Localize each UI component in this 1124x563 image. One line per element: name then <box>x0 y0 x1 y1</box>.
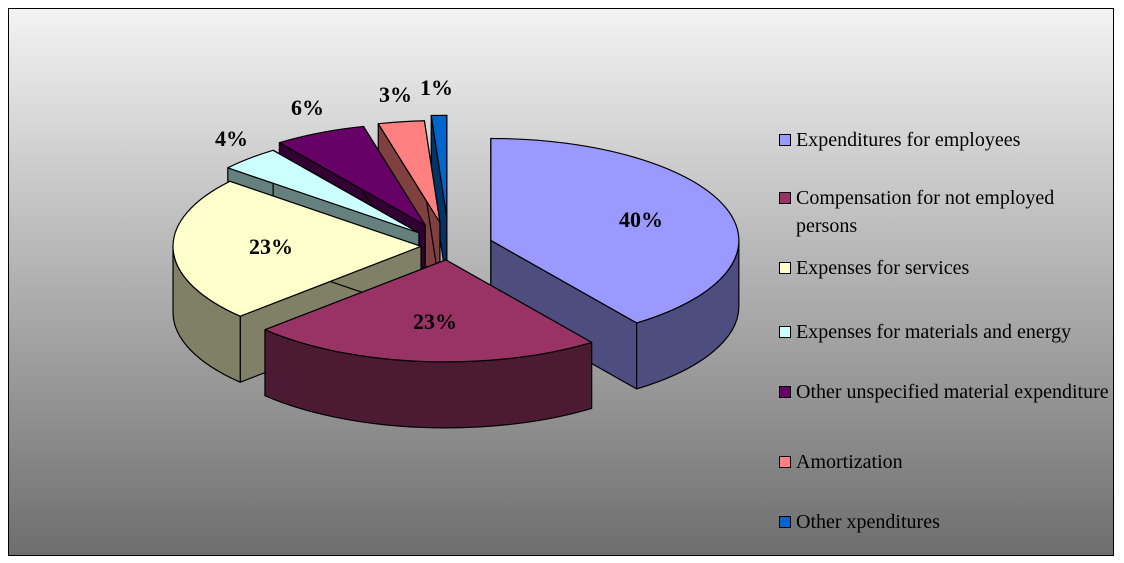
legend-swatch <box>779 262 791 274</box>
legend-swatch <box>779 134 791 146</box>
legend-label: Expenditures for employees <box>796 129 1021 151</box>
chart-area: 40% 23% 23% 4% 6% 3% 1% Expenditures for emplo… <box>8 8 1114 556</box>
legend-label: Amortization <box>796 451 903 473</box>
legend-item-amortization: Amortization <box>779 448 1119 476</box>
data-label-expenses-for-services: 23% <box>249 234 293 259</box>
legend-item-compensation-for-not-employed-persons: Compensation for not employed persons <box>779 184 1119 240</box>
legend-swatch <box>779 456 791 468</box>
legend-swatch <box>779 192 791 204</box>
data-label-amortization: 3% <box>379 82 412 107</box>
data-label-other-xpenditures: 1% <box>420 75 453 100</box>
pie-chart <box>172 114 740 429</box>
legend-item-expenditures-for-employees: Expenditures for employees <box>779 126 1119 154</box>
data-label-expenditures-for-employees: 40% <box>619 207 663 232</box>
data-label-expenses-for-materials-and-energy: 4% <box>215 126 248 151</box>
pie-slice-expenditures-for-employees <box>490 137 740 390</box>
legend-label: Expenses for services <box>796 257 970 279</box>
legend-label: Compensation for not employed persons <box>796 187 1055 237</box>
data-label-other-unspecified-material-expenditure: 6% <box>291 95 324 120</box>
legend-swatch <box>779 326 791 338</box>
data-label-compensation-for-not-employed-persons: 23% <box>413 309 457 334</box>
legend-label: Other unspecified material expenditure <box>796 381 1109 403</box>
legend-item-expenses-for-materials-and-energy: Expenses for materials and energy <box>779 318 1119 346</box>
legend-label: Other xpenditures <box>796 511 940 533</box>
pie-slice-other-xpenditures <box>430 114 448 284</box>
legend-item-other-xpenditures: Other xpenditures <box>779 508 1119 536</box>
legend-item-expenses-for-services: Expenses for services <box>779 254 1119 282</box>
legend-label: Expenses for materials and energy <box>796 321 1072 343</box>
legend-swatch <box>779 516 791 528</box>
legend-item-other-unspecified-material-expenditure: Other unspecified material expenditure <box>779 378 1119 406</box>
pie-slice-compensation-for-not-employed-persons <box>264 259 593 429</box>
legend-swatch <box>779 386 791 398</box>
